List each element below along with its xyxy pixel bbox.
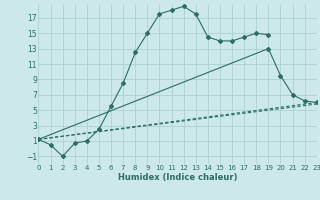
X-axis label: Humidex (Indice chaleur): Humidex (Indice chaleur): [118, 173, 237, 182]
